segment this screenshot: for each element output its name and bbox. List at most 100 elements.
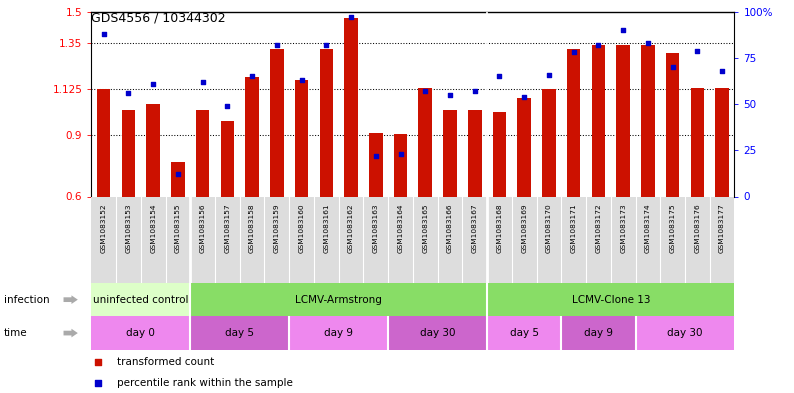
Bar xyxy=(542,89,556,196)
Point xyxy=(518,94,530,100)
Text: GSM1083159: GSM1083159 xyxy=(274,204,279,253)
Bar xyxy=(289,316,388,350)
Point xyxy=(542,72,555,78)
Bar xyxy=(91,316,191,350)
Point xyxy=(444,92,457,98)
Bar xyxy=(561,316,635,350)
Point xyxy=(91,359,104,365)
Bar xyxy=(121,110,135,196)
Bar xyxy=(635,316,734,350)
Bar xyxy=(196,110,210,196)
Text: day 5: day 5 xyxy=(510,328,538,338)
Point xyxy=(221,103,233,109)
Text: GSM1083174: GSM1083174 xyxy=(645,204,651,253)
Point xyxy=(493,73,506,79)
Point xyxy=(642,40,654,46)
Bar xyxy=(369,133,383,196)
Text: GSM1083164: GSM1083164 xyxy=(398,204,403,253)
Point xyxy=(345,14,357,20)
Text: GSM1083166: GSM1083166 xyxy=(447,204,453,253)
Text: day 5: day 5 xyxy=(225,328,254,338)
Text: transformed count: transformed count xyxy=(117,357,214,367)
Text: GSM1083155: GSM1083155 xyxy=(175,204,181,253)
Point xyxy=(617,27,630,33)
Bar xyxy=(146,104,160,196)
Text: GSM1083168: GSM1083168 xyxy=(496,204,503,253)
Bar xyxy=(319,49,333,196)
Point xyxy=(295,77,308,83)
Point xyxy=(147,81,160,87)
Point xyxy=(691,48,703,54)
Text: GSM1083154: GSM1083154 xyxy=(150,204,156,253)
Text: GSM1083172: GSM1083172 xyxy=(596,204,601,253)
Point xyxy=(91,380,104,387)
Bar xyxy=(245,77,259,196)
Bar xyxy=(295,79,308,196)
Text: GDS4556 / 10344302: GDS4556 / 10344302 xyxy=(91,11,226,24)
Point xyxy=(172,171,184,178)
Point xyxy=(271,42,283,48)
Text: GSM1083171: GSM1083171 xyxy=(571,204,576,253)
Point xyxy=(666,64,679,70)
Text: GSM1083177: GSM1083177 xyxy=(719,204,725,253)
Text: GSM1083167: GSM1083167 xyxy=(472,204,478,253)
Text: GSM1083153: GSM1083153 xyxy=(125,204,132,253)
Bar xyxy=(492,112,507,196)
Bar xyxy=(641,45,655,196)
Bar xyxy=(171,162,185,196)
Point xyxy=(122,90,135,96)
Bar xyxy=(388,316,487,350)
Text: GSM1083162: GSM1083162 xyxy=(348,204,354,253)
Bar xyxy=(518,98,531,196)
Text: day 9: day 9 xyxy=(584,328,613,338)
Bar xyxy=(567,49,580,196)
Point xyxy=(419,88,432,94)
Bar xyxy=(91,283,191,316)
Text: GSM1083165: GSM1083165 xyxy=(422,204,428,253)
Text: GSM1083157: GSM1083157 xyxy=(225,204,230,253)
Bar xyxy=(715,88,729,196)
Bar xyxy=(487,283,734,316)
Text: day 30: day 30 xyxy=(420,328,456,338)
Text: GSM1083163: GSM1083163 xyxy=(372,204,379,253)
Text: time: time xyxy=(4,328,28,338)
Text: infection: infection xyxy=(4,295,49,305)
Point xyxy=(98,31,110,37)
Point xyxy=(592,42,605,48)
Text: LCMV-Armstrong: LCMV-Armstrong xyxy=(295,295,382,305)
Bar xyxy=(487,316,561,350)
Text: day 0: day 0 xyxy=(126,328,155,338)
Point xyxy=(567,49,580,55)
Bar xyxy=(616,45,630,196)
Bar xyxy=(418,88,432,196)
Point xyxy=(468,88,481,94)
Text: GSM1083158: GSM1083158 xyxy=(249,204,255,253)
Text: GSM1083160: GSM1083160 xyxy=(299,204,305,253)
Text: GSM1083169: GSM1083169 xyxy=(521,204,527,253)
Text: LCMV-Clone 13: LCMV-Clone 13 xyxy=(572,295,650,305)
Point xyxy=(369,153,382,159)
Bar xyxy=(691,88,704,196)
Text: day 9: day 9 xyxy=(324,328,353,338)
Bar xyxy=(592,45,605,196)
Text: GSM1083161: GSM1083161 xyxy=(323,204,330,253)
Bar xyxy=(468,110,481,196)
Text: GSM1083175: GSM1083175 xyxy=(669,204,676,253)
Point xyxy=(196,79,209,85)
Point xyxy=(715,68,728,74)
Bar xyxy=(666,53,680,196)
Bar xyxy=(191,316,289,350)
Text: day 30: day 30 xyxy=(667,328,703,338)
Text: percentile rank within the sample: percentile rank within the sample xyxy=(117,378,293,389)
Point xyxy=(320,42,333,48)
Text: uninfected control: uninfected control xyxy=(93,295,188,305)
Bar xyxy=(221,121,234,196)
Bar xyxy=(191,283,487,316)
Bar xyxy=(345,18,358,196)
Point xyxy=(246,73,259,79)
Text: GSM1083176: GSM1083176 xyxy=(694,204,700,253)
Text: GSM1083156: GSM1083156 xyxy=(199,204,206,253)
Point xyxy=(394,151,407,157)
Text: GSM1083173: GSM1083173 xyxy=(620,204,626,253)
Bar xyxy=(443,110,457,196)
